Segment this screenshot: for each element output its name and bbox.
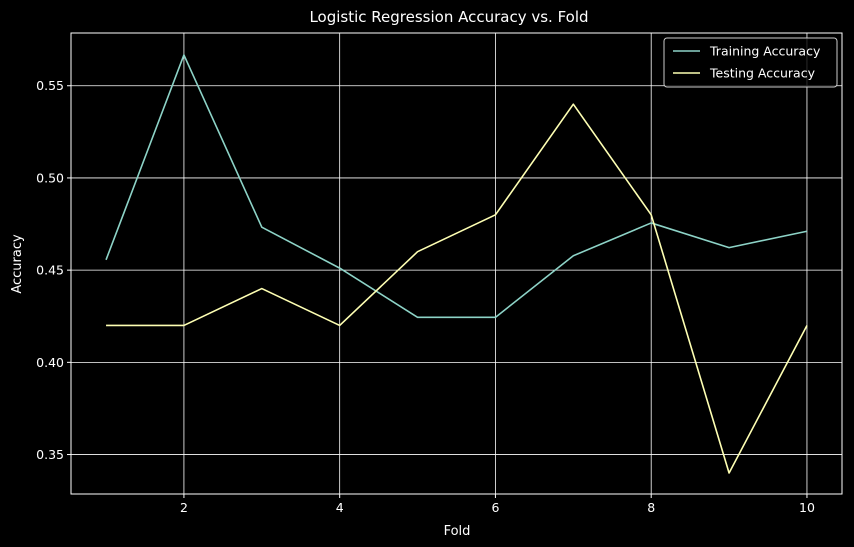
series-line-testing-accuracy (106, 103, 808, 474)
x-tick-label: 4 (336, 500, 344, 515)
legend-entry-label: Training Accuracy (709, 44, 821, 59)
y-tick-label: 0.55 (36, 78, 64, 93)
x-axis-label: Fold (444, 524, 471, 539)
axis-ticks: 2 4 6 8 10 0.35 0.40 0.45 0.50 0.55 (36, 78, 815, 515)
chart-title: Logistic Regression Accuracy vs. Fold (309, 8, 588, 26)
y-tick-label: 0.45 (36, 263, 64, 278)
x-tick-label: 2 (180, 500, 188, 515)
plot-area-frame (70, 32, 843, 495)
y-tick-label: 0.50 (36, 170, 64, 185)
series-line-training-accuracy (105, 54, 808, 319)
x-tick-label: 8 (647, 500, 655, 515)
x-tick-label: 6 (491, 500, 499, 515)
legend-entry-label: Testing Accuracy (709, 66, 816, 81)
y-axis-label: Accuracy (10, 234, 25, 294)
x-tick-label: 10 (799, 500, 815, 515)
legend: Training Accuracy Testing Accuracy (663, 37, 838, 88)
y-tick-label: 0.35 (36, 447, 64, 462)
legend-box (663, 37, 838, 88)
series-lines (105, 54, 808, 474)
y-tick-label: 0.40 (36, 355, 64, 370)
